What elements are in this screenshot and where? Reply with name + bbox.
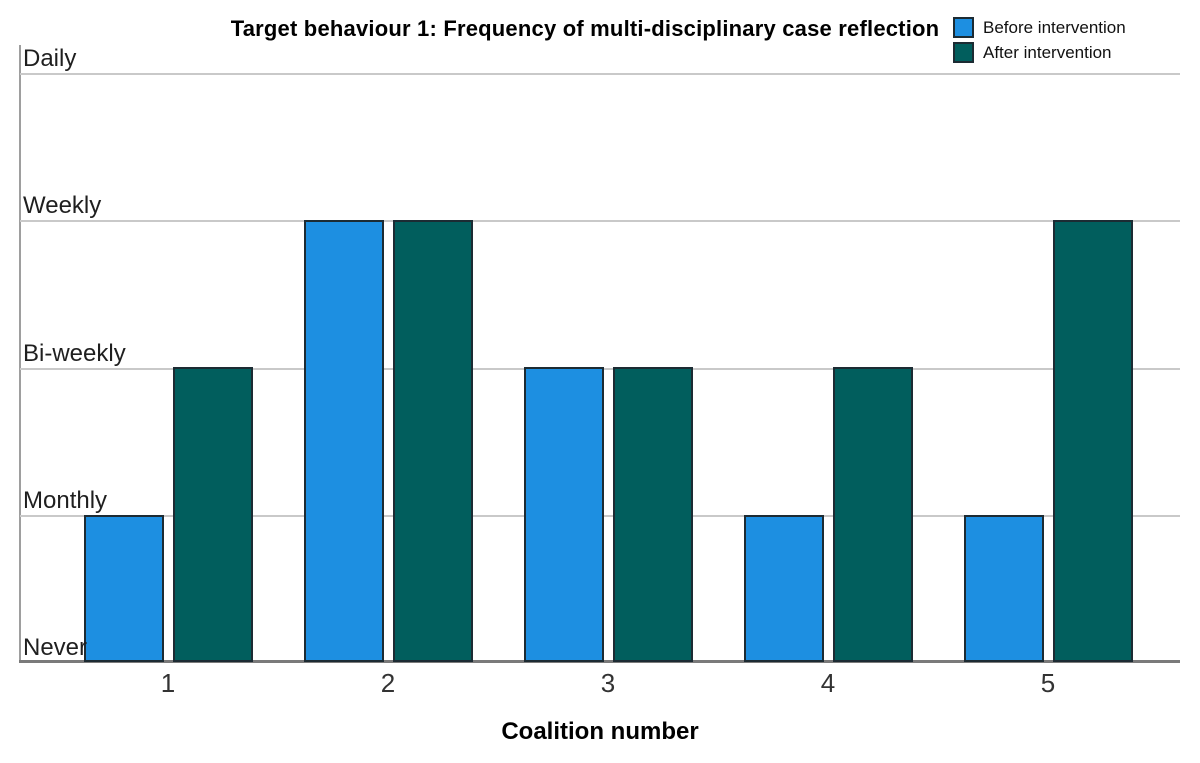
bar-after-coalition-3 [613,367,693,662]
gridline-daily [20,73,1180,75]
gridline-weekly [20,220,1180,222]
x-tick-label-2: 2 [380,668,396,698]
legend-swatch-before-icon [953,17,974,38]
bar-after-coalition-5 [1053,220,1133,662]
y-tick-label-bi-weekly: Bi-weekly [23,340,126,367]
x-tick-label-5: 5 [1040,668,1056,698]
legend-item-after: After intervention [953,42,1126,63]
legend-label-after: After intervention [983,42,1112,62]
bar-after-coalition-1 [173,367,253,662]
chart-title: Target behaviour 1: Frequency of multi-d… [230,16,940,41]
y-axis-line [19,45,21,662]
bar-before-coalition-1 [84,515,164,662]
y-tick-label-weekly: Weekly [23,192,102,219]
y-tick-label-monthly: Monthly [23,487,108,514]
legend-item-before: Before intervention [953,17,1126,38]
x-tick-label-3: 3 [600,668,616,698]
x-tick-label-1: 1 [160,668,176,698]
legend-swatch-after-icon [953,42,974,63]
bar-after-coalition-4 [833,367,913,662]
bar-before-coalition-2 [304,220,384,662]
bar-after-coalition-2 [393,220,473,662]
bar-before-coalition-5 [964,515,1044,662]
y-tick-label-never: Never [23,634,88,661]
legend-label-before: Before intervention [983,17,1126,37]
bar-before-coalition-4 [744,515,824,662]
legend: Before intervention After intervention [953,17,1126,63]
x-axis-title: Coalition number [501,718,699,745]
bar-before-coalition-3 [524,367,604,662]
y-tick-label-daily: Daily [23,45,77,72]
x-tick-label-4: 4 [820,668,836,698]
